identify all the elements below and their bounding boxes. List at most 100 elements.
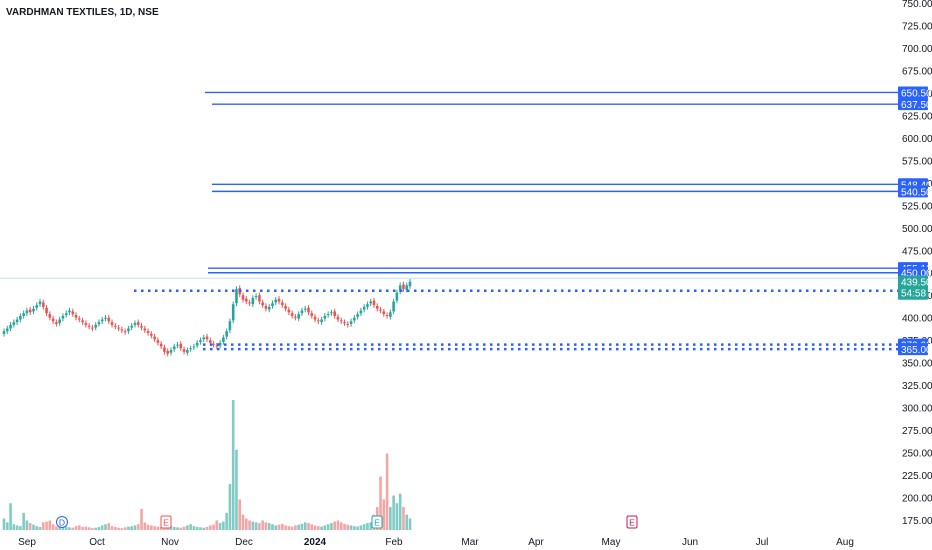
candle-body	[74, 314, 78, 318]
volume-bar	[169, 526, 173, 530]
candle-body	[277, 298, 281, 302]
candle-body	[218, 342, 222, 346]
volume-bar	[94, 527, 97, 530]
candle-body	[231, 304, 235, 321]
candle-body	[349, 321, 353, 324]
candle-body	[195, 342, 199, 346]
candle-body	[35, 305, 39, 308]
volume-bar	[330, 523, 333, 530]
candle-body	[320, 319, 323, 323]
volume-bar	[271, 524, 274, 530]
volume-bar	[55, 526, 58, 530]
candle-body	[375, 306, 379, 309]
countdown-label: 54:58	[901, 289, 926, 300]
event-marker-icon	[371, 515, 383, 529]
volume-bar	[38, 526, 42, 530]
candle-body	[225, 331, 228, 337]
candle-body	[284, 306, 287, 309]
volume-bar	[159, 526, 163, 530]
candle-body	[362, 306, 366, 310]
candle-body	[402, 284, 405, 289]
price-tick: 275.00	[902, 426, 932, 437]
volume-bar	[133, 525, 137, 530]
volume-bar	[107, 523, 111, 530]
volume-bar	[261, 520, 264, 530]
volume-bar	[317, 526, 320, 530]
candle-body	[215, 345, 219, 347]
volume-bar	[398, 493, 402, 530]
candle-body	[294, 316, 297, 318]
candle-body	[146, 331, 150, 333]
candle-body	[100, 319, 104, 322]
volume-bar	[356, 526, 359, 530]
volume-bar	[114, 526, 117, 530]
volume-bar	[35, 526, 39, 530]
candle-body	[153, 336, 156, 340]
volume-bar	[22, 512, 25, 530]
candle-body	[199, 340, 202, 342]
candle-body	[264, 306, 268, 309]
volume-bar	[307, 523, 310, 530]
volume-bar	[241, 514, 245, 530]
candle-body	[241, 295, 245, 300]
volume-bar	[385, 453, 389, 530]
volume-bar	[182, 526, 186, 530]
volume-bar	[51, 524, 55, 530]
candle-body	[176, 344, 179, 346]
volume-bar	[136, 524, 140, 530]
price-tick: 200.00	[902, 494, 932, 505]
candle-body	[323, 315, 327, 319]
candle-body	[258, 295, 261, 302]
candle-body	[310, 313, 314, 316]
candle-body	[222, 337, 225, 342]
volume-bar	[251, 521, 255, 530]
volume-bar	[389, 507, 392, 530]
time-label: Jul	[756, 537, 769, 548]
time-label: Sep	[18, 537, 36, 548]
candle-body	[267, 306, 271, 310]
candle-body	[392, 301, 395, 312]
volume-bar	[48, 520, 52, 530]
candle-body	[343, 322, 346, 324]
volume-bar	[320, 526, 323, 530]
price-tick: 500.00	[902, 224, 932, 235]
volume-bar	[91, 528, 94, 530]
candle-body	[205, 336, 209, 340]
volume-bar	[248, 520, 251, 530]
time-label: Feb	[385, 537, 403, 548]
candle-body	[130, 325, 133, 328]
candle-body	[398, 285, 402, 292]
horizontal-lines[interactable]	[134, 91, 898, 351]
volume-bar	[225, 512, 228, 530]
candle-body	[336, 316, 340, 320]
volume-bar	[294, 525, 297, 530]
volume-bar	[343, 523, 346, 530]
candle-body	[38, 301, 42, 305]
candle-body	[71, 311, 75, 315]
time-label: Aug	[836, 537, 854, 548]
volume-bar	[349, 525, 353, 530]
volume-bar	[146, 524, 150, 530]
volume-bar	[87, 527, 91, 530]
volume-bar	[130, 526, 133, 530]
volume-bar	[104, 524, 107, 530]
candle-body	[248, 302, 251, 304]
volume-bar	[58, 526, 61, 530]
candle-body	[110, 322, 114, 325]
candle-body	[19, 315, 22, 320]
volume-bar	[64, 526, 68, 530]
candle-body	[133, 323, 137, 325]
volume-bar	[287, 526, 291, 530]
volume-bar	[392, 495, 395, 530]
price-tag-label: 540.50	[901, 187, 932, 198]
candle-body	[307, 307, 310, 313]
price-tick: 725.00	[902, 21, 932, 32]
volume-bar	[297, 524, 300, 530]
volume-bar	[402, 507, 405, 530]
volume-bar	[310, 524, 314, 530]
time-axis[interactable]: Sep Oct Nov Dec 2024 Feb Mar Apr May Jun Jul Aug	[18, 537, 854, 548]
volume-bar	[120, 528, 124, 530]
candle-body	[94, 324, 97, 328]
